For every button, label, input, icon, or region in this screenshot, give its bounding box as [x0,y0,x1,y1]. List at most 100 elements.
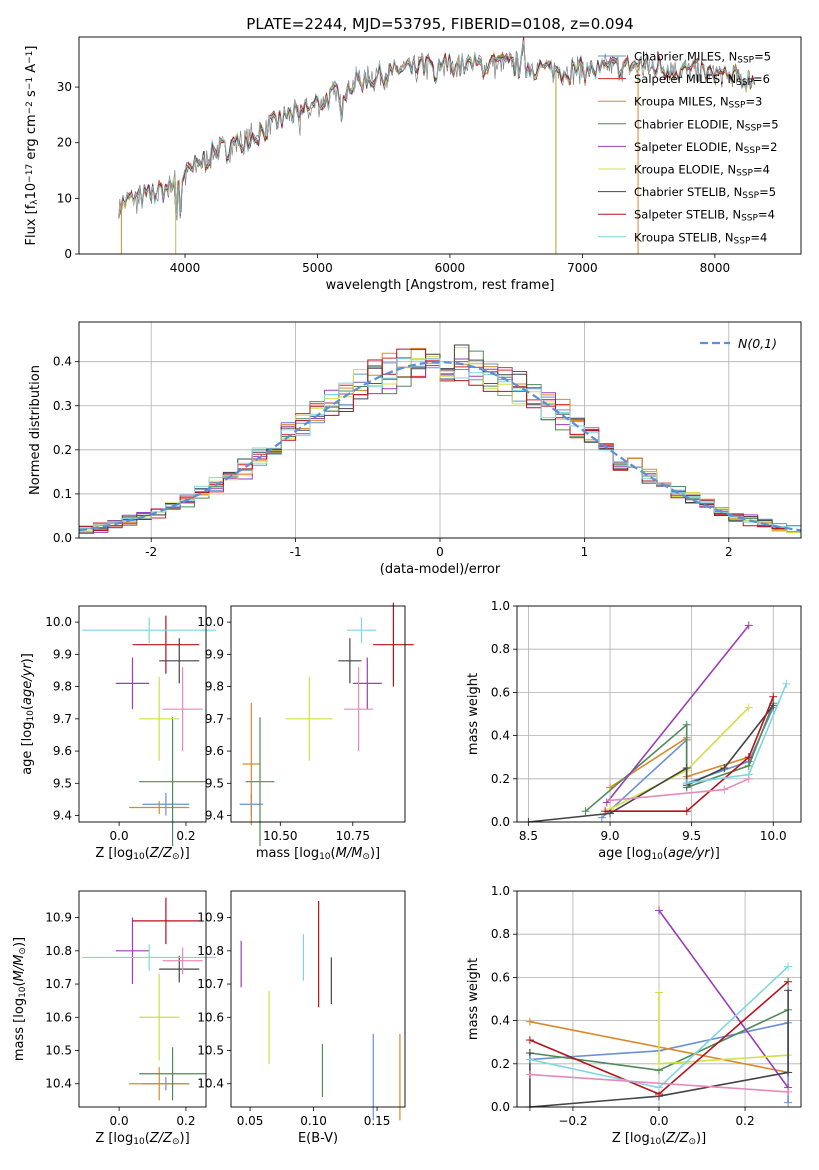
weight-series [682,679,791,788]
age_vs_mass-points [239,602,414,847]
y-tick-label: 0.0 [53,531,72,545]
residual-histograms [79,344,801,537]
figure-title: PLATE=2244, MJD=53795, FIBERID=0108, z=0… [246,15,633,33]
label-part: ⊙ [18,947,28,955]
y-tick-label: 0.2 [53,443,72,457]
label-part: ( [12,981,27,986]
mass_vs_Z-xlabel: Z [log10(Z/Z⊙)] [95,1131,189,1147]
spectrum-axes: 4000 5000 6000 7000 8000 0 10 20 30 [57,80,730,275]
errorbar-point [338,638,362,684]
age_vs_Z-points [82,615,217,847]
massweight_vs_age-ylabel: mass weight [466,673,481,755]
label-part: ⊙ [362,852,370,862]
label-part: ( [661,1131,666,1146]
weight-line [601,707,775,819]
spectrum-frame [78,36,802,255]
label-part: mass [log [256,846,319,861]
label-part: SSP [729,101,746,111]
x-tick-label: 0.0 [110,1114,129,1128]
y-tick-label: 0.4 [491,1014,510,1028]
x-tick-label: 0 [436,545,444,559]
errorbar-point [129,801,190,814]
y-tick-label: 9.8 [53,680,72,694]
label-part: ⊙ [172,1137,180,1147]
label-part: Normed distribution [28,365,43,495]
label-part: E(B-V) [298,1131,338,1146]
y-tick-label: 0.8 [491,642,510,656]
label-part: 10 [133,1137,145,1147]
label-part: ⊙ [688,1137,696,1147]
label-part: SSP [737,56,754,66]
massweight_vs_age-frame [516,605,802,823]
label-part: =2 [761,140,778,154]
label-part: M/M [12,955,27,982]
label-part: 10 [650,1137,662,1147]
errorbar-point [115,657,150,710]
spectrum-lines [118,37,755,254]
y-tick-label: 9.4 [205,809,224,823]
massweight_vs_age-series [524,621,791,826]
label-part: Z [log [95,846,133,861]
x-tick-label: 6000 [435,261,466,275]
x-tick-label: 0.10 [300,1114,327,1128]
label-part: 10 [651,852,663,862]
errorbar-point [352,657,382,710]
y-tick-label: 0.4 [53,355,72,369]
legend-label: Chabrier MILES, NSSP=5 [634,50,771,66]
residuals-frame [78,321,802,539]
label-part: wavelength [Angstrom, rest frame] [326,278,555,293]
label-part: ( [145,1131,150,1146]
y-tick-label: 0.4 [491,729,510,743]
weight-series [602,621,753,807]
x-tick-label: 9.0 [600,829,619,843]
y-tick-label: 10.6 [45,1010,72,1024]
legend-label: Chabrier ELODIE, NSSP=5 [634,117,779,133]
label-part: Kroupa STELIB, N [634,230,734,244]
age_vs_Z-axes: 0.0 0.2 9.4 9.5 9.6 9.7 9.8 9.9 10.0 [45,615,195,843]
y-tick-label: 0.8 [491,927,510,941]
errorbar-point [139,676,180,761]
weight-line [528,704,774,823]
label-part: A [24,64,39,77]
errorbar-point [139,974,180,1061]
y-tick-label: 0 [64,247,72,261]
label-part: λ [30,199,40,205]
x-tick-label: 10.0 [760,829,787,843]
label-part: 10 [18,986,28,998]
label-part: Flux [f [24,204,39,245]
label-part: SSP [742,191,759,201]
massweight_vs_Z-xlabel: Z [log10(Z/Z⊙)] [612,1131,706,1147]
x-tick-label: 7000 [567,261,598,275]
label-part: Chabrier MILES, N [634,50,737,64]
x-tick-label: 8000 [700,261,731,275]
y-tick-label: 0.6 [491,970,510,984]
y-tick-label: 10.7 [45,977,72,991]
errorbar-point [373,602,414,687]
label-part: erg cm [24,114,39,163]
y-tick-label: 10.7 [197,977,224,991]
y-tick-label: 10.8 [45,944,72,958]
label-part: )] [710,846,720,861]
y-tick-label: 10.9 [197,911,224,925]
weight-series [525,1070,793,1096]
label-part: SSP [744,146,761,156]
label-part: =5 [762,117,779,131]
mass_vs_Z-ylabel: mass [log10(M/M⊙)] [12,937,28,1061]
label-part: −17 [25,164,35,183]
label-part: M/M [336,846,363,861]
y-tick-label: 10.5 [45,1044,72,1058]
label-part: −2 [25,101,35,114]
label-part: Kroupa ELODIE, N [634,163,736,177]
label-part: =5 [759,185,776,199]
age_vs_mass-xlabel: mass [log10(M/M⊙)] [256,846,380,862]
y-tick-label: 9.5 [53,776,72,790]
x-tick-label: -2 [145,545,157,559]
label-part: mass weight [466,673,481,755]
label-part: )] [370,846,380,861]
label-part: SSP [736,169,753,179]
errorbar-point [115,917,150,985]
label-part: Z/Z [149,1131,173,1146]
label-part: ( [663,846,668,861]
